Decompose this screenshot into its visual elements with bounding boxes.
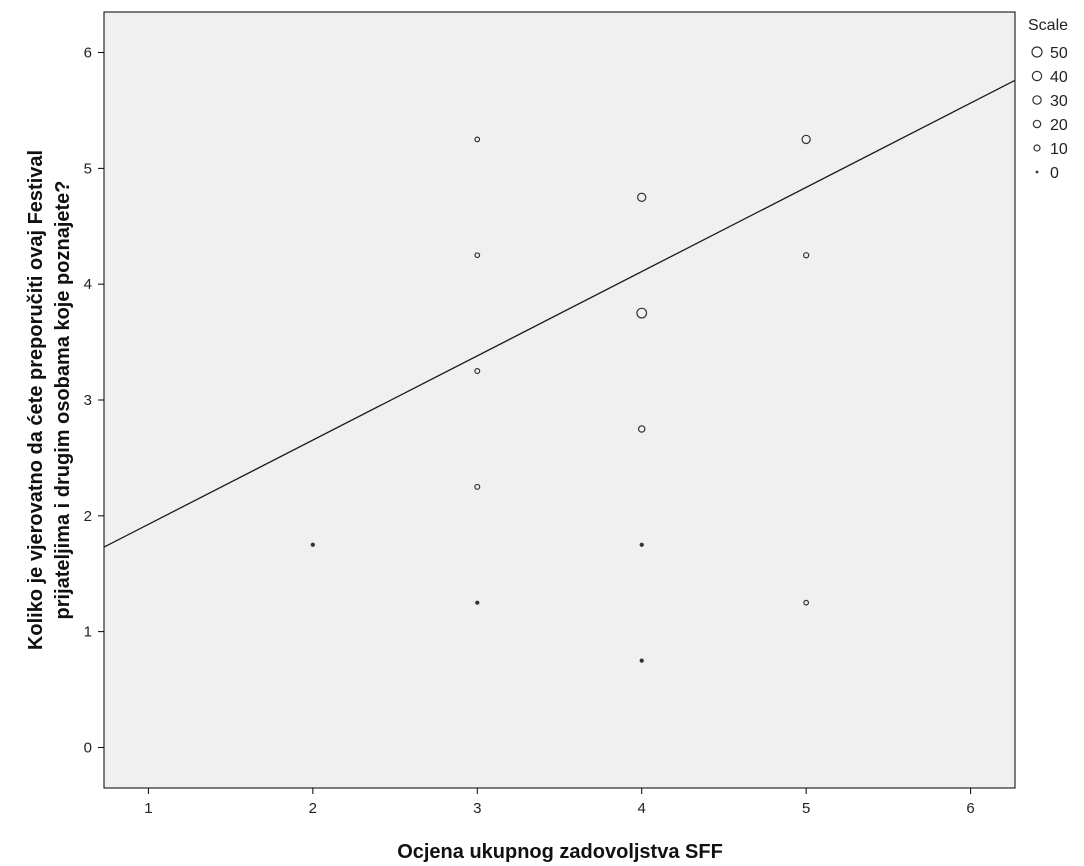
scatter-point: [639, 658, 644, 663]
legend: Scale 50 40 30 20 10 0: [1028, 17, 1068, 182]
x-tick-label: 2: [309, 800, 317, 817]
plot-area: [103, 11, 1016, 789]
scatter-point: [637, 192, 647, 203]
legend-label: 0: [1050, 165, 1059, 182]
legend-label: 20: [1050, 117, 1068, 134]
legend-label: 10: [1050, 141, 1068, 158]
scatter-point: [474, 483, 481, 490]
y-tick-label: 5: [84, 160, 92, 177]
legend-marker: [1032, 95, 1042, 105]
fit-line: [103, 79, 1016, 548]
x-axis-title: Ocjena ukupnog zadovoljstva SFF: [397, 841, 723, 863]
scatter-point: [636, 307, 648, 319]
x-tick-label: 1: [144, 800, 152, 817]
y-tick-label: 3: [84, 392, 92, 409]
points-layer: [310, 134, 811, 663]
scatter-point: [474, 136, 481, 143]
scatter-point: [639, 542, 644, 547]
scatter-point: [310, 542, 315, 547]
scatter-point: [474, 368, 481, 375]
legend-marker: [1031, 46, 1043, 58]
x-tick-label: 3: [473, 800, 481, 817]
scatter-point: [803, 599, 810, 606]
x-tick-label: 5: [802, 800, 810, 817]
fit-line-layer: [103, 79, 1016, 548]
y-axis-title-line-2: prijateljima i drugim osobama koje pozna…: [52, 181, 74, 620]
y-tick-label: 2: [84, 508, 92, 525]
legend-marker: [1033, 144, 1041, 152]
legend-label: 50: [1050, 45, 1068, 62]
scatter-point: [637, 425, 646, 433]
y-tick-label: 6: [84, 45, 92, 62]
legend-marker: [1031, 70, 1043, 82]
legend-marker: [1035, 170, 1039, 174]
y-axis-title: Koliko je vjerovatno da ćete preporučiti…: [25, 150, 47, 650]
scatter-point: [803, 252, 810, 259]
legend-label: 30: [1050, 93, 1068, 110]
x-tick-label: 6: [966, 800, 974, 817]
scatter-point: [801, 134, 811, 145]
y-tick-label: 1: [84, 624, 92, 641]
y-axis: 0 1 2 3 4 5 6: [84, 45, 104, 756]
x-axis: 1 2 3 4 5 6: [144, 788, 975, 817]
scatter-point: [474, 252, 481, 259]
x-tick-label: 4: [638, 800, 646, 817]
legend-label: 40: [1050, 69, 1068, 86]
y-tick-label: 4: [84, 276, 92, 293]
legend-title: Scale: [1028, 17, 1068, 34]
scatter-point: [475, 600, 480, 605]
y-tick-label: 0: [84, 739, 92, 756]
legend-marker: [1032, 119, 1042, 129]
